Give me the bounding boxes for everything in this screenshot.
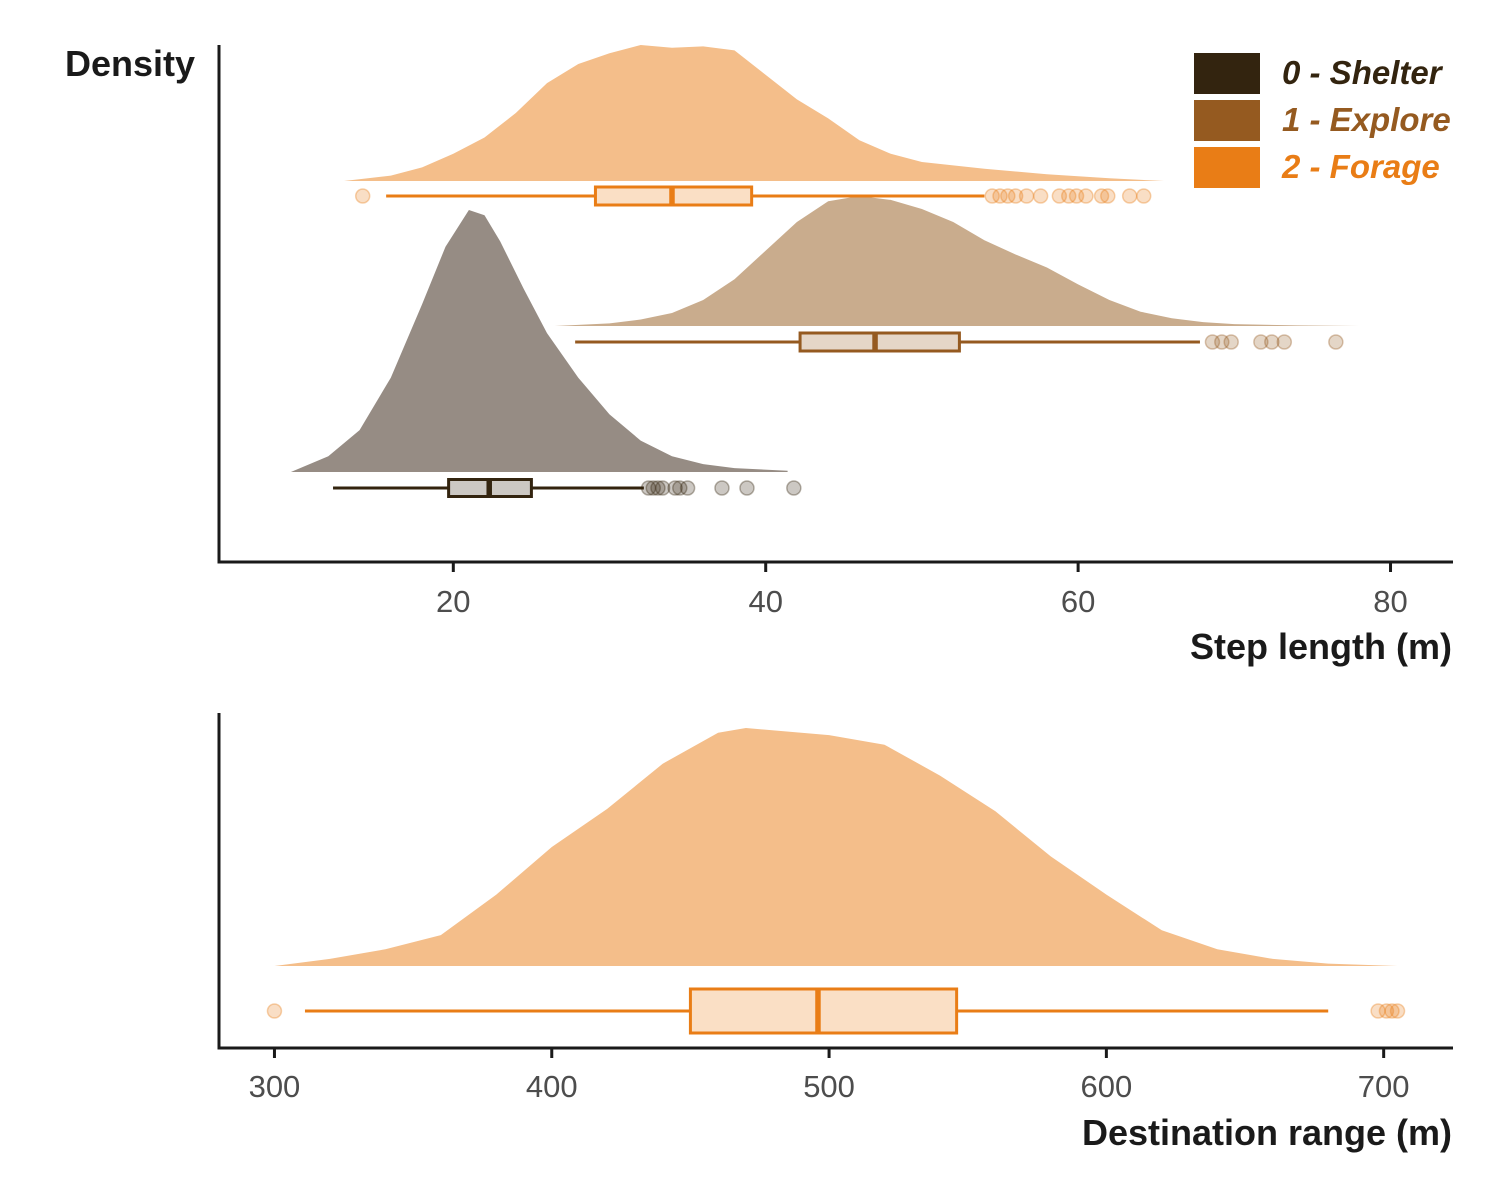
forage-outlier: [1135, 188, 1152, 204]
forage-outlier: [1389, 1003, 1406, 1019]
forage-outlier: [1000, 188, 1016, 204]
shelter-outlier: [650, 480, 666, 496]
forage-outlier: [1032, 188, 1049, 204]
step-length-axis-title: Step length (m): [1190, 626, 1452, 667]
tick-label: 600: [1081, 1069, 1133, 1104]
tick-label: 60: [1061, 584, 1095, 619]
forage-series: [266, 728, 1406, 1035]
legend-swatch-forage: [1194, 147, 1260, 188]
shelter-outlier: [739, 480, 755, 496]
legend: 0 - Shelter 1 - Explore 2 - Forage: [1194, 53, 1451, 188]
forage-outlier: [1384, 1003, 1400, 1019]
tick-label: 400: [526, 1069, 578, 1104]
forage-series: [344, 45, 1164, 207]
forage-outlier: [1060, 188, 1077, 204]
step-length-series-layer: [290, 45, 1360, 498]
shelter-series: [290, 210, 802, 498]
forage-outlier: [1378, 1003, 1395, 1019]
destination-range-series-layer: [266, 728, 1406, 1035]
forage-outlier: [1007, 188, 1024, 204]
forage-outlier: [266, 1003, 283, 1019]
tick-label: 20: [436, 584, 470, 619]
forage-density-ridge: [274, 728, 1398, 966]
shelter-outlier: [640, 480, 657, 496]
forage-outlier: [1078, 188, 1094, 204]
legend-swatch-shelter: [1194, 53, 1260, 94]
destination-range-panel: 300 400 500 600 700 Destination range (m): [217, 713, 1453, 1153]
tick-label: 500: [803, 1069, 855, 1104]
forage-outlier: [992, 188, 1008, 204]
explore-outlier: [1276, 334, 1293, 350]
explore-box: [798, 331, 961, 353]
explore-outlier: [1253, 334, 1269, 350]
destination-range-axis-title: Destination range (m): [1082, 1112, 1452, 1153]
shelter-outlier: [714, 480, 730, 496]
explore-outlier: [1204, 334, 1221, 350]
shelter-outlier: [672, 480, 688, 496]
step-length-ticks: 20 40 60 80: [436, 562, 1408, 619]
step-length-panel: 20 40 60 80 Density Step length (m) 0 - She…: [65, 43, 1453, 667]
explore-outlier: [1223, 334, 1239, 350]
legend-label-shelter: 0 - Shelter: [1282, 54, 1444, 91]
shelter-outlier: [679, 480, 696, 496]
explore-outlier: [1264, 334, 1280, 350]
legend-label-explore: 1 - Explore: [1282, 101, 1451, 138]
legend-swatch-explore: [1194, 100, 1260, 141]
forage-outlier: [1100, 188, 1116, 204]
shelter-outlier: [786, 480, 802, 496]
shelter-outlier: [645, 480, 661, 496]
explore-outlier: [1328, 334, 1344, 350]
tick-label: 300: [249, 1069, 301, 1104]
forage-box: [688, 987, 959, 1035]
tick-label: 700: [1358, 1069, 1410, 1104]
destination-range-ticks: 300 400 500 600 700: [249, 1048, 1410, 1104]
shelter-outlier: [667, 480, 683, 496]
legend-label-forage: 2 - Forage: [1281, 148, 1440, 185]
forage-outlier: [1018, 188, 1035, 204]
shelter-density-ridge: [290, 210, 788, 472]
density-axis-title: Density: [65, 43, 195, 84]
forage-density-ridge: [344, 45, 1164, 181]
forage-outlier: [1051, 188, 1068, 204]
forage-outlier: [1093, 188, 1110, 204]
forage-outlier: [354, 188, 371, 204]
forage-outlier: [1370, 1003, 1386, 1019]
shelter-outlier: [654, 480, 671, 496]
explore-series: [554, 196, 1360, 353]
explore-density-ridge: [554, 196, 1360, 326]
forage-outlier: [1068, 188, 1085, 204]
tick-label: 40: [748, 584, 782, 619]
forage-outlier: [1121, 188, 1138, 204]
tick-label: 80: [1373, 584, 1407, 619]
forage-outlier: [984, 188, 1000, 204]
explore-outlier: [1214, 334, 1230, 350]
